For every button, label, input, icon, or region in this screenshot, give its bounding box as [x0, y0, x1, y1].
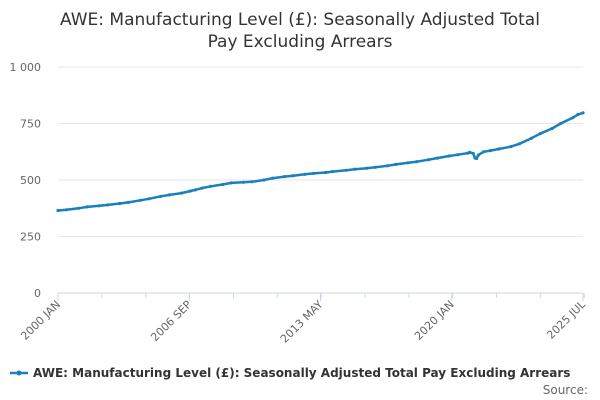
- data-point[interactable]: [270, 176, 275, 180]
- data-point[interactable]: [559, 121, 563, 126]
- data-point[interactable]: [517, 142, 522, 146]
- data-point[interactable]: [415, 160, 419, 164]
- data-point[interactable]: [529, 136, 534, 140]
- source-label: Source:: [543, 383, 588, 397]
- data-point[interactable]: [291, 174, 295, 178]
- data-point[interactable]: [56, 208, 60, 213]
- x-tick-label: 2025 JUL: [544, 297, 588, 341]
- data-point[interactable]: [106, 203, 110, 207]
- x-tick-label: 2000 JAN: [18, 298, 63, 343]
- data-point[interactable]: [476, 153, 480, 157]
- y-tick-label: 500: [20, 174, 41, 187]
- data-point[interactable]: [65, 208, 69, 212]
- data-point[interactable]: [509, 145, 513, 149]
- data-point[interactable]: [538, 132, 542, 136]
- data-point[interactable]: [200, 186, 204, 190]
- x-tick-label: 2020 JAN: [412, 298, 457, 343]
- data-point[interactable]: [147, 197, 151, 201]
- data-point[interactable]: [571, 116, 575, 120]
- data-point[interactable]: [262, 178, 266, 182]
- data-point[interactable]: [303, 172, 307, 176]
- data-point[interactable]: [77, 206, 81, 210]
- data-point[interactable]: [481, 150, 486, 154]
- data-point[interactable]: [353, 167, 357, 171]
- data-point[interactable]: [250, 180, 254, 184]
- data-point[interactable]: [324, 170, 328, 175]
- data-point[interactable]: [241, 180, 245, 184]
- data-point[interactable]: [159, 194, 163, 198]
- data-point[interactable]: [221, 182, 225, 187]
- data-point[interactable]: [126, 200, 130, 204]
- data-point[interactable]: [312, 171, 316, 175]
- data-point[interactable]: [85, 205, 89, 209]
- data-point[interactable]: [138, 198, 142, 202]
- data-point[interactable]: [447, 154, 451, 158]
- data-point[interactable]: [475, 156, 479, 161]
- data-point[interactable]: [373, 165, 377, 169]
- chart-title-line-2: Pay Excluding Arrears: [208, 32, 393, 52]
- series-group: [56, 111, 585, 213]
- data-point[interactable]: [427, 158, 431, 162]
- data-point[interactable]: [394, 162, 398, 166]
- data-point[interactable]: [365, 166, 369, 170]
- data-point[interactable]: [330, 170, 335, 174]
- data-point[interactable]: [468, 150, 472, 154]
- data-point[interactable]: [193, 188, 197, 192]
- data-point[interactable]: [179, 191, 184, 195]
- legend[interactable]: AWE: Manufacturing Level (£): Seasonally…: [10, 366, 570, 380]
- data-point[interactable]: [471, 151, 475, 155]
- y-tick-label: 1 000: [10, 61, 42, 74]
- legend-label: AWE: Manufacturing Level (£): Seasonally…: [33, 366, 570, 380]
- data-point[interactable]: [118, 201, 122, 206]
- data-point[interactable]: [282, 175, 287, 179]
- data-point[interactable]: [581, 111, 585, 115]
- y-axis: 0 250 500 750 1 000: [10, 61, 42, 300]
- series-line[interactable]: [57, 111, 584, 212]
- data-point[interactable]: [344, 168, 348, 172]
- legend-marker: [16, 370, 22, 376]
- y-tick-label: 0: [34, 287, 41, 300]
- x-axis: 2000 JAN 2006 SEP 2013 MAY 2020 JAN 2025 JUL: [18, 292, 589, 346]
- data-point[interactable]: [97, 204, 101, 208]
- data-point[interactable]: [209, 184, 213, 188]
- data-point[interactable]: [497, 147, 501, 151]
- data-point[interactable]: [167, 193, 172, 197]
- data-point[interactable]: [488, 149, 492, 153]
- data-point[interactable]: [550, 126, 554, 131]
- data-point[interactable]: [229, 181, 233, 185]
- x-tick-label: 2006 SEP: [148, 298, 194, 344]
- data-point[interactable]: [385, 164, 389, 168]
- chart-title-line-1: AWE: Manufacturing Level (£): Seasonally…: [60, 10, 540, 30]
- gridlines: [58, 66, 583, 294]
- y-tick-label: 250: [20, 231, 41, 244]
- data-point[interactable]: [456, 153, 460, 157]
- data-point[interactable]: [576, 112, 580, 117]
- y-tick-label: 750: [20, 118, 41, 131]
- data-point[interactable]: [188, 189, 192, 193]
- data-point[interactable]: [406, 161, 410, 165]
- x-tick-label: 2013 MAY: [278, 298, 326, 346]
- data-point[interactable]: [435, 156, 439, 160]
